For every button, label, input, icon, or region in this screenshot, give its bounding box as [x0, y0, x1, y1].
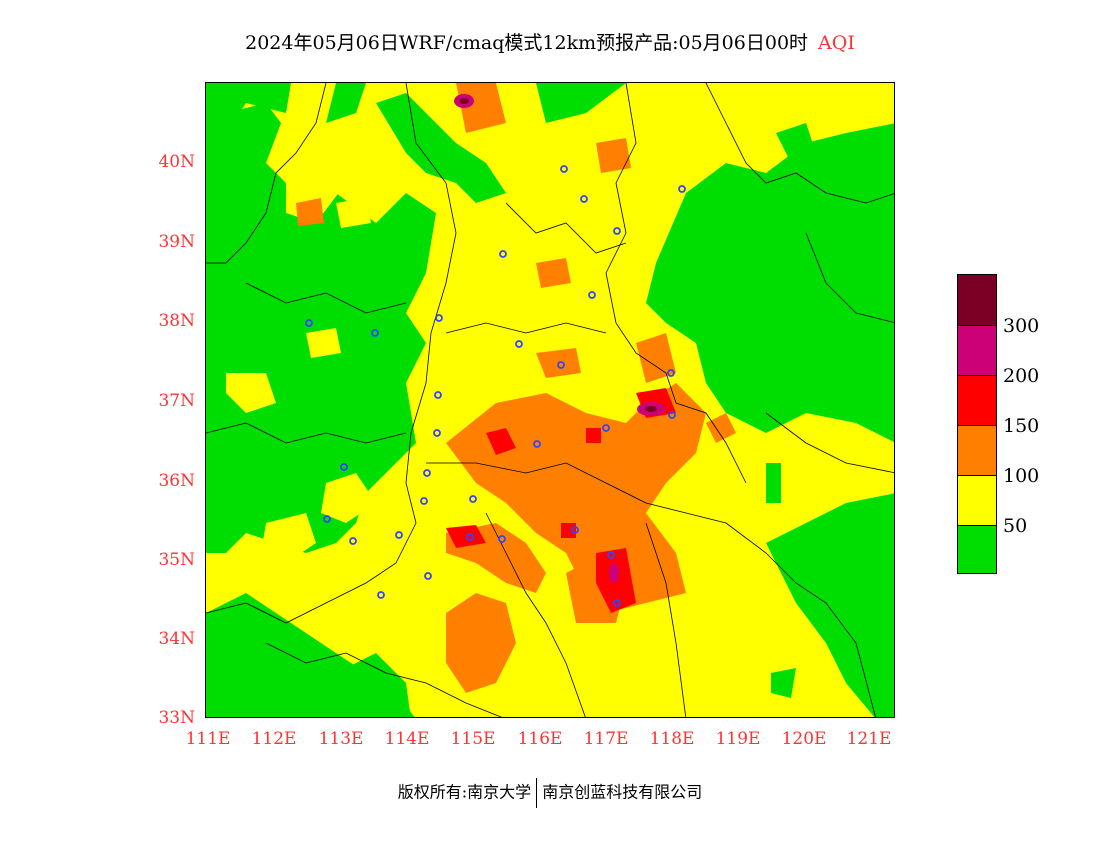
- copyright-company: 南京创蓝科技有限公司: [542, 782, 703, 802]
- colorbar-label-300: 300: [1003, 315, 1040, 337]
- colorbar-good: [958, 526, 996, 573]
- lon-label-116e: 116E: [517, 729, 563, 749]
- lat-label-35n: 35N: [158, 550, 195, 570]
- copyright-owner: 版权所有:南京大学: [397, 782, 532, 802]
- aqi-colorbar: [957, 274, 997, 574]
- lat-label-37n: 37N: [158, 391, 195, 411]
- lon-label-118e: 118E: [649, 729, 695, 749]
- colorbar-label-100: 100: [1003, 465, 1040, 487]
- lat-label-34n: 34N: [158, 629, 195, 649]
- moderate-aqi-islands: [226, 153, 376, 563]
- colorbar-label-150: 150: [1003, 415, 1040, 437]
- colorbar-medium: [958, 376, 996, 426]
- map-title: 2024年05月06日WRF/cmaq模式12km预报产品:05月06日00时 A…: [0, 28, 1100, 55]
- title-variable: AQI: [818, 32, 855, 54]
- colorbar-severe: [958, 275, 996, 326]
- lat-label-33n: 33N: [158, 708, 195, 728]
- lon-label-111e: 111E: [185, 729, 231, 749]
- copyright-divider: [536, 778, 538, 808]
- lat-label-40n: 40N: [158, 152, 195, 172]
- lon-label-121e: 121E: [846, 729, 892, 749]
- lon-label-114e: 114E: [384, 729, 430, 749]
- lon-label-117e: 117E: [583, 729, 629, 749]
- good-aqi-regions: [206, 83, 894, 717]
- lon-label-112e: 112E: [251, 729, 297, 749]
- heavy-pollution-regions: [454, 94, 665, 583]
- colorbar-label-200: 200: [1003, 365, 1040, 387]
- map-canvas: [206, 83, 894, 717]
- lon-label-119e: 119E: [715, 729, 761, 749]
- copyright: 版权所有:南京大学 南京创蓝科技有限公司: [0, 778, 1100, 808]
- colorbar-moderate: [958, 476, 996, 526]
- colorbar-label-50: 50: [1003, 515, 1028, 537]
- lat-label-38n: 38N: [158, 311, 195, 331]
- aqi-map: [205, 82, 895, 718]
- lon-label-120e: 120E: [781, 729, 827, 749]
- title-text: 2024年05月06日WRF/cmaq模式12km预报产品:05月06日00时: [245, 32, 809, 54]
- lat-label-39n: 39N: [158, 232, 195, 252]
- colorbar-heavy: [958, 326, 996, 376]
- lat-label-36n: 36N: [158, 471, 195, 491]
- lon-label-115e: 115E: [450, 729, 496, 749]
- province-boundaries: [206, 83, 894, 717]
- lon-label-113e: 113E: [318, 729, 364, 749]
- colorbar-light: [958, 426, 996, 476]
- city-markers: [305, 165, 686, 607]
